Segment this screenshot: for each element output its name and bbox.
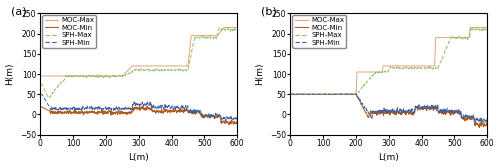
Text: (b): (b)	[261, 6, 276, 16]
Y-axis label: H(m): H(m)	[6, 63, 15, 85]
X-axis label: L(m): L(m)	[128, 153, 149, 162]
Legend: MOC-Max, MOC-Min, SPH-Max, SPH-Min: MOC-Max, MOC-Min, SPH-Max, SPH-Min	[292, 15, 346, 48]
Y-axis label: H(m): H(m)	[256, 63, 264, 85]
Text: (a): (a)	[11, 6, 26, 16]
Legend: MOC-Max, MOC-Min, SPH-Max, SPH-Min: MOC-Max, MOC-Min, SPH-Max, SPH-Min	[42, 15, 96, 48]
X-axis label: L(m): L(m)	[378, 153, 399, 162]
